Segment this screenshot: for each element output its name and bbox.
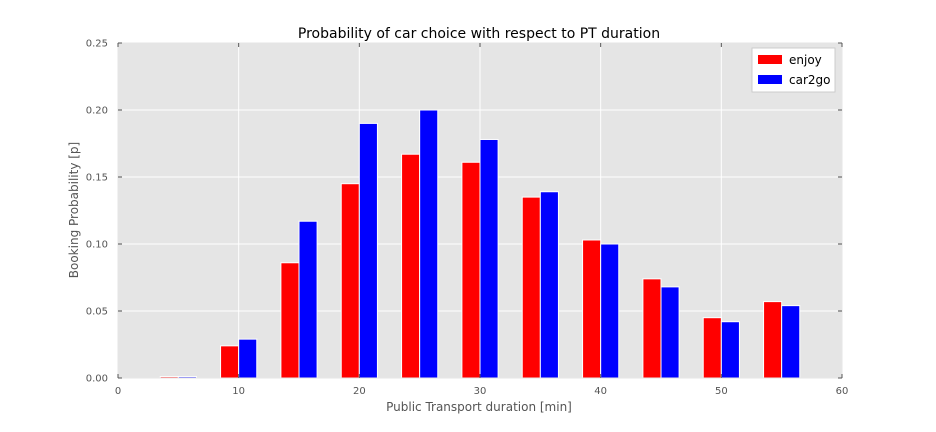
bar-car2go-20 — [358, 122, 378, 379]
bar-enjoy-55 — [763, 301, 783, 379]
x-tick-label: 60 — [836, 386, 849, 397]
bar-car2go-50 — [720, 321, 740, 379]
chart-title: Probability of car choice with respect t… — [298, 26, 660, 42]
bar-car2go-40 — [600, 243, 620, 379]
legend-swatch-enjoy — [758, 55, 782, 64]
y-axis-label: Booking Probability [p] — [67, 142, 81, 278]
y-tick-label: 0.15 — [86, 173, 108, 184]
x-tick-label: 0 — [115, 386, 121, 397]
bar-enjoy-50 — [702, 317, 722, 379]
bar-car2go-10 — [238, 338, 258, 379]
y-tick-label: 0.25 — [86, 39, 108, 50]
bar-car2go-25 — [419, 109, 439, 379]
bar-car2go-45 — [660, 286, 680, 379]
bar-enjoy-15 — [280, 262, 300, 379]
bar-enjoy-10 — [220, 345, 240, 379]
bar-enjoy-45 — [642, 278, 662, 379]
legend: enjoy car2go — [751, 47, 836, 93]
bar-car2go-30 — [479, 138, 499, 379]
y-tick-label: 0.10 — [86, 240, 108, 251]
legend-label-car2go: car2go — [789, 73, 830, 87]
bar-enjoy-35 — [521, 196, 541, 379]
x-tick-label: 50 — [715, 386, 728, 397]
y-tick-label: 0.00 — [86, 374, 108, 385]
x-tick-label: 40 — [594, 386, 607, 397]
legend-label-enjoy: enjoy — [789, 53, 822, 67]
bar-car2go-35 — [539, 191, 559, 379]
bar-enjoy-25 — [401, 153, 421, 379]
bar-enjoy-20 — [340, 183, 360, 379]
x-tick-label: 10 — [232, 386, 245, 397]
bars — [159, 109, 801, 379]
y-tick-label: 0.05 — [86, 307, 108, 318]
legend-box — [751, 47, 836, 93]
x-axis-label: Public Transport duration [min] — [386, 400, 572, 414]
bar-enjoy-30 — [461, 161, 481, 379]
legend-swatch-car2go — [758, 75, 782, 84]
y-tick-label: 0.20 — [86, 106, 108, 117]
bar-car2go-55 — [781, 305, 801, 379]
ticks: 0 10 20 30 40 50 60 0.00 0.05 0.10 0.15 0.20 0.25 — [86, 39, 849, 398]
x-tick-label: 30 — [474, 386, 487, 397]
x-tick-label: 20 — [353, 386, 366, 397]
bar-enjoy-40 — [582, 239, 602, 379]
bar-car2go-15 — [298, 220, 318, 379]
